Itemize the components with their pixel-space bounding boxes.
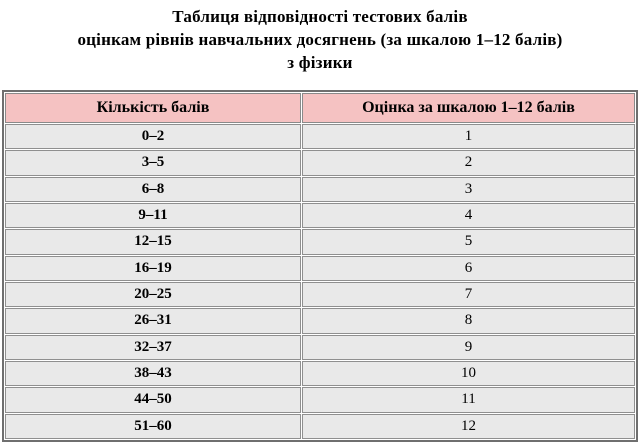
grade-cell: 7: [302, 281, 635, 308]
score-range-cell: 0–2: [5, 124, 301, 150]
score-range-cell: 16–19: [5, 255, 301, 281]
table-row: 26–31 8: [5, 308, 635, 334]
table-row: 44–50 11: [5, 387, 635, 413]
grade-cell: 9: [302, 334, 635, 360]
title-line-2: оцінкам рівнів навчальних досягнень (за …: [77, 30, 563, 49]
table-row: 20–25 7: [5, 281, 635, 308]
table-row: 38–43 10: [5, 360, 635, 387]
score-range-cell: 12–15: [5, 229, 301, 255]
grade-cell: 6: [302, 255, 635, 281]
score-range-cell: 38–43: [5, 360, 301, 387]
score-range-cell: 3–5: [5, 150, 301, 176]
grade-cell: 5: [302, 229, 635, 255]
table-row: 12–15 5: [5, 229, 635, 255]
score-range-cell: 20–25: [5, 281, 301, 308]
table-row: 16–19 6: [5, 255, 635, 281]
score-range-cell: 6–8: [5, 176, 301, 202]
table-row: 3–5 2: [5, 150, 635, 176]
score-range-cell: 44–50: [5, 387, 301, 413]
title-line-1: Таблиця відповідності тестових балів: [172, 7, 468, 26]
table-header-row: Кількість балів Оцінка за шкалою 1–12 ба…: [5, 93, 635, 123]
table-row: 0–2 1: [5, 124, 635, 150]
grade-cell: 11: [302, 387, 635, 413]
grade-cell: 1: [302, 124, 635, 150]
score-range-cell: 51–60: [5, 413, 301, 439]
grade-cell: 2: [302, 150, 635, 176]
column-header-grade: Оцінка за шкалою 1–12 балів: [302, 93, 635, 123]
grade-cell: 8: [302, 308, 635, 334]
table-row: 6–8 3: [5, 176, 635, 202]
title-line-3: з фізики: [287, 53, 353, 72]
score-range-cell: 9–11: [5, 202, 301, 229]
score-range-cell: 32–37: [5, 334, 301, 360]
grade-cell: 10: [302, 360, 635, 387]
score-conversion-table: Кількість балів Оцінка за шкалою 1–12 ба…: [2, 90, 638, 442]
column-header-score-range: Кількість балів: [5, 93, 301, 123]
score-range-cell: 26–31: [5, 308, 301, 334]
grade-cell: 4: [302, 202, 635, 229]
table-row: 9–11 4: [5, 202, 635, 229]
document-title: Таблиця відповідності тестових балів оці…: [0, 0, 640, 74]
table-row: 32–37 9: [5, 334, 635, 360]
grade-cell: 3: [302, 176, 635, 202]
table-row: 51–60 12: [5, 413, 635, 439]
grade-cell: 12: [302, 413, 635, 439]
